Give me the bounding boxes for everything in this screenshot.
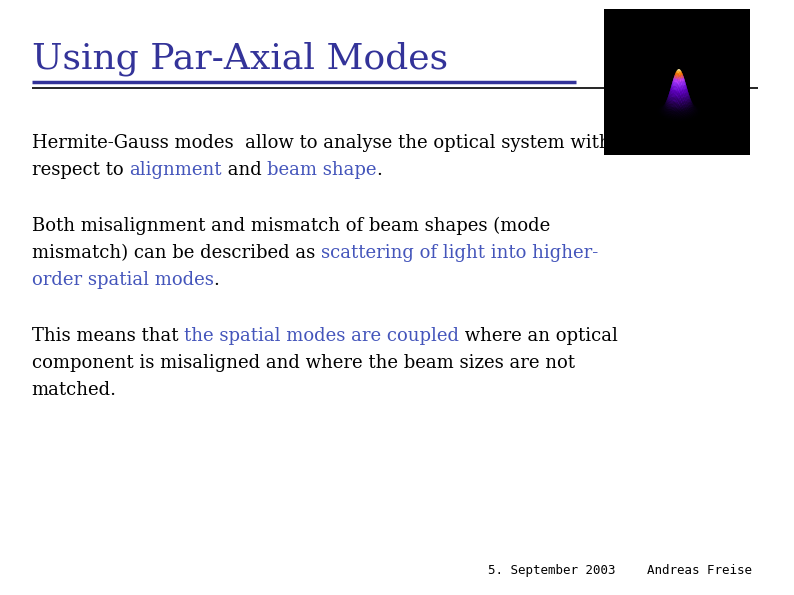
Text: where an optical: where an optical bbox=[459, 327, 618, 345]
Text: order spatial modes: order spatial modes bbox=[32, 271, 214, 289]
Text: component is misaligned and where the beam sizes are not: component is misaligned and where the be… bbox=[32, 354, 575, 372]
Text: beam shape: beam shape bbox=[267, 161, 376, 178]
Text: Andreas Freise: Andreas Freise bbox=[647, 564, 752, 577]
Text: alignment: alignment bbox=[129, 161, 222, 178]
Text: matched.: matched. bbox=[32, 381, 117, 399]
Text: scattering of light into higher-: scattering of light into higher- bbox=[321, 244, 598, 262]
Text: .: . bbox=[376, 161, 383, 178]
Text: 5. September 2003: 5. September 2003 bbox=[488, 564, 616, 577]
Text: Using Par-Axial Modes: Using Par-Axial Modes bbox=[32, 42, 448, 76]
Text: respect to: respect to bbox=[32, 161, 129, 178]
Text: Both misalignment and mismatch of beam shapes (mode: Both misalignment and mismatch of beam s… bbox=[32, 217, 550, 236]
Text: and: and bbox=[222, 161, 267, 178]
Text: This means that: This means that bbox=[32, 327, 184, 345]
Text: the spatial modes are coupled: the spatial modes are coupled bbox=[184, 327, 459, 345]
Text: Hermite-Gauss modes  allow to analyse the optical system with: Hermite-Gauss modes allow to analyse the… bbox=[32, 134, 611, 152]
Text: mismatch) can be described as: mismatch) can be described as bbox=[32, 244, 321, 262]
Text: .: . bbox=[214, 271, 219, 289]
